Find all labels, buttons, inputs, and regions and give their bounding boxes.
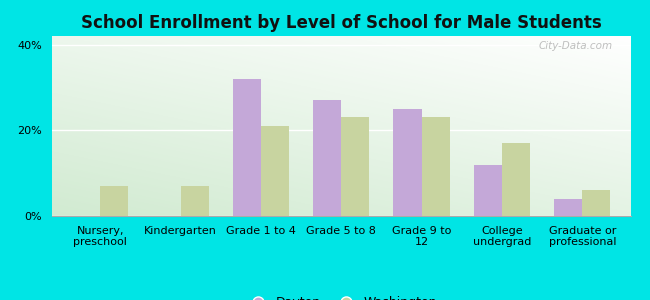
- Title: School Enrollment by Level of School for Male Students: School Enrollment by Level of School for…: [81, 14, 602, 32]
- Bar: [313, 100, 341, 216]
- Bar: [261, 126, 289, 216]
- Bar: [474, 165, 502, 216]
- Bar: [181, 186, 209, 216]
- Legend: Dayton, Washington: Dayton, Washington: [240, 291, 442, 300]
- Bar: [393, 109, 422, 216]
- Bar: [341, 117, 369, 216]
- Bar: [554, 199, 582, 216]
- Bar: [422, 117, 450, 216]
- Bar: [582, 190, 610, 216]
- Bar: [502, 143, 530, 216]
- Bar: [233, 79, 261, 216]
- Bar: [100, 186, 128, 216]
- Text: City-Data.com: City-Data.com: [539, 41, 613, 51]
